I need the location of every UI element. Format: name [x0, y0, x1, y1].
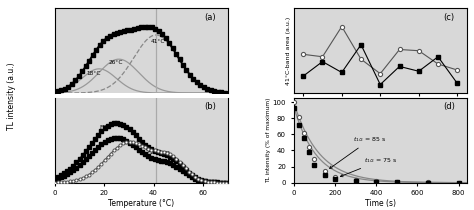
Text: $t_{1/2}$ = 75 s: $t_{1/2}$ = 75 s	[340, 156, 397, 177]
X-axis label: Temperature (°C): Temperature (°C)	[108, 199, 174, 208]
Y-axis label: TL intensity (% of maximum): TL intensity (% of maximum)	[266, 98, 271, 183]
Text: FR: FR	[99, 125, 107, 130]
Text: 720 nm: 720 nm	[146, 150, 170, 155]
Text: (d): (d)	[443, 102, 455, 111]
Y-axis label: 41°C-band area (a.u.): 41°C-band area (a.u.)	[286, 17, 291, 85]
Text: TL intensity (a.u.): TL intensity (a.u.)	[8, 63, 16, 130]
Text: 18°C: 18°C	[87, 71, 101, 76]
Text: 41°C: 41°C	[151, 39, 165, 44]
Text: (a): (a)	[204, 13, 216, 22]
Text: 26°C: 26°C	[109, 60, 123, 65]
X-axis label: Flash number: Flash number	[354, 109, 407, 118]
Text: $t_{1/2}$ = 85 s: $t_{1/2}$ = 85 s	[329, 135, 387, 168]
Text: (b): (b)	[204, 102, 216, 111]
Text: (c): (c)	[444, 13, 455, 22]
X-axis label: Time (s): Time (s)	[365, 199, 396, 208]
